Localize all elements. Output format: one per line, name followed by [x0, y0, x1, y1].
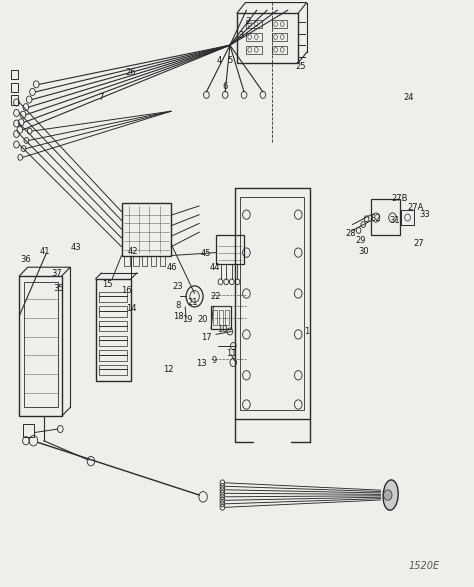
Text: 31: 31: [390, 216, 400, 225]
Bar: [246, 20, 262, 28]
Bar: [216, 235, 244, 264]
Bar: [273, 33, 287, 41]
Bar: [225, 310, 229, 325]
Text: 32: 32: [371, 214, 381, 223]
Text: 36: 36: [20, 255, 31, 264]
Text: 27: 27: [413, 239, 424, 248]
Text: 45: 45: [201, 249, 211, 258]
Text: 17: 17: [201, 333, 212, 342]
Bar: [100, 306, 127, 317]
Text: 22: 22: [210, 292, 221, 301]
Ellipse shape: [383, 480, 398, 510]
Bar: [96, 279, 131, 381]
Text: 19: 19: [182, 315, 193, 324]
Text: 6: 6: [222, 82, 228, 90]
Text: 43: 43: [71, 244, 81, 252]
Bar: [246, 33, 262, 41]
Bar: [211, 306, 231, 329]
Bar: [24, 282, 58, 407]
Text: 14: 14: [126, 303, 136, 313]
Bar: [100, 292, 127, 302]
Circle shape: [383, 490, 392, 500]
Text: 7: 7: [99, 93, 104, 102]
Bar: [151, 255, 156, 266]
Bar: [273, 46, 287, 54]
Bar: [19, 276, 62, 416]
Bar: [121, 203, 171, 255]
Text: 27B: 27B: [392, 194, 408, 203]
Bar: [142, 255, 147, 266]
Text: 12: 12: [164, 365, 174, 374]
Bar: [133, 255, 138, 266]
Text: 5: 5: [228, 56, 233, 66]
Text: 37: 37: [52, 268, 63, 278]
Text: 21: 21: [187, 298, 198, 307]
Text: 9: 9: [212, 356, 217, 365]
Text: 20: 20: [198, 315, 208, 324]
Text: 46: 46: [167, 263, 177, 272]
Text: 8: 8: [175, 301, 181, 310]
Bar: [11, 83, 18, 92]
Text: 16: 16: [121, 286, 132, 295]
Text: 44: 44: [209, 263, 219, 272]
Bar: [401, 210, 414, 225]
Text: 13: 13: [196, 359, 207, 368]
Text: 26: 26: [126, 68, 137, 77]
Bar: [100, 336, 127, 346]
Text: 23: 23: [173, 282, 183, 291]
Bar: [23, 424, 35, 437]
Text: 24: 24: [404, 93, 414, 102]
Text: 35: 35: [54, 284, 64, 294]
Bar: [219, 310, 223, 325]
Text: 1520E: 1520E: [409, 561, 439, 571]
Bar: [240, 197, 304, 410]
Bar: [273, 20, 287, 28]
Bar: [124, 255, 129, 266]
Text: 42: 42: [127, 247, 137, 256]
Text: 30: 30: [358, 247, 369, 256]
Text: 1: 1: [304, 327, 310, 336]
Text: 3: 3: [238, 31, 244, 40]
Text: 41: 41: [39, 247, 50, 256]
Bar: [213, 310, 217, 325]
Text: 10: 10: [217, 325, 227, 334]
Bar: [11, 70, 18, 79]
Bar: [100, 350, 127, 360]
Text: 15: 15: [102, 280, 113, 289]
Text: 2: 2: [245, 17, 250, 26]
Bar: [100, 365, 127, 375]
Text: 33: 33: [419, 210, 430, 219]
Bar: [371, 199, 400, 235]
Text: 27A: 27A: [407, 203, 423, 211]
Bar: [246, 46, 262, 54]
Bar: [100, 321, 127, 332]
Text: 11: 11: [226, 349, 237, 357]
Text: 25: 25: [295, 62, 306, 72]
Bar: [237, 13, 298, 63]
Text: 18: 18: [173, 312, 183, 321]
Bar: [160, 255, 165, 266]
Text: 28: 28: [346, 230, 356, 238]
Text: 29: 29: [355, 237, 366, 245]
Bar: [11, 96, 18, 105]
Text: 4: 4: [217, 56, 222, 66]
